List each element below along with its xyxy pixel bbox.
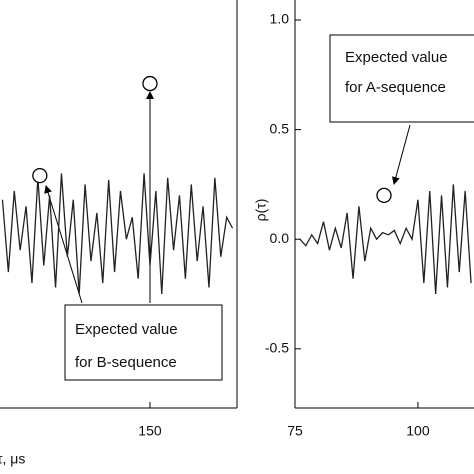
expected-marker [142, 75, 158, 92]
expected-marker [32, 167, 48, 184]
annotation-box [64, 304, 223, 381]
annotation: Expected value [75, 321, 178, 338]
y-tick-label: 0.0 [270, 230, 290, 246]
annotation: for B-sequence [75, 354, 177, 371]
annotation: Expected value [345, 49, 448, 66]
x-axis-label: τ, μs [0, 451, 25, 467]
y-tick-label: -0.5 [265, 340, 289, 356]
y-axis-label: ρ(τ) [253, 199, 269, 222]
annotation: for A-sequence [345, 79, 446, 96]
arrow [391, 124, 411, 185]
x-tick-label: 100 [406, 423, 430, 439]
y-tick-label: 0.5 [270, 120, 290, 136]
data-line [1, 173, 234, 295]
data-line [299, 184, 472, 295]
x-tick-label: 75 [287, 423, 303, 439]
x-tick-label: 150 [138, 423, 162, 439]
expected-marker [376, 187, 392, 204]
arrow [44, 185, 83, 304]
y-tick-label: 1.0 [270, 11, 290, 27]
annotation-box [329, 34, 474, 123]
